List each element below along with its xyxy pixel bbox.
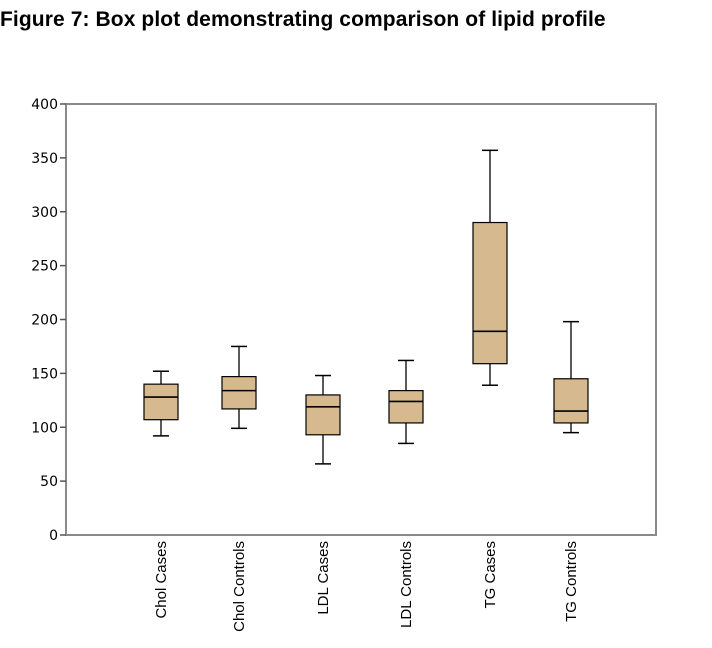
x-category-label: LDL Cases <box>315 541 332 615</box>
box-5 <box>472 149 508 386</box>
y-tick-label: 0 <box>49 528 58 544</box>
x-category-label: Chol Controls <box>231 541 248 632</box>
y-tick-label: 250 <box>31 259 58 275</box>
iqr-box <box>221 376 257 410</box>
figure-title: Figure 7: Box plot demonstrating compari… <box>0 8 606 31</box>
iqr-box <box>388 390 424 424</box>
y-tick-label: 150 <box>31 366 58 382</box>
boxes-group <box>143 149 589 465</box>
x-category-label: LDL Controls <box>398 541 415 628</box>
y-tick-label: 100 <box>31 420 58 436</box>
box-4 <box>388 359 424 445</box>
box-1 <box>143 370 179 437</box>
x-category-label: TG Cases <box>482 541 499 609</box>
plot-area-frame <box>65 103 657 536</box>
x-axis-labels: Chol Cases Chol Controls LDL Cases LDL Cont… <box>153 541 580 632</box>
y-tick-label: 200 <box>31 313 58 329</box>
iqr-box <box>143 383 179 421</box>
y-axis: 0 50 100 150 200 250 300 350 400 <box>31 97 66 544</box>
y-tick-label: 400 <box>31 97 58 113</box>
box-3 <box>305 374 341 465</box>
x-category-label: TG Controls <box>563 541 580 622</box>
box-2 <box>221 345 257 430</box>
iqr-box <box>472 221 508 365</box>
iqr-box <box>305 394 341 436</box>
x-category-label: Chol Cases <box>153 541 170 619</box>
y-tick-label: 300 <box>31 205 58 221</box>
y-tick-label: 50 <box>40 474 58 490</box>
y-tick-label: 350 <box>31 151 58 167</box>
box-6 <box>553 320 589 434</box>
iqr-box <box>553 378 589 424</box>
